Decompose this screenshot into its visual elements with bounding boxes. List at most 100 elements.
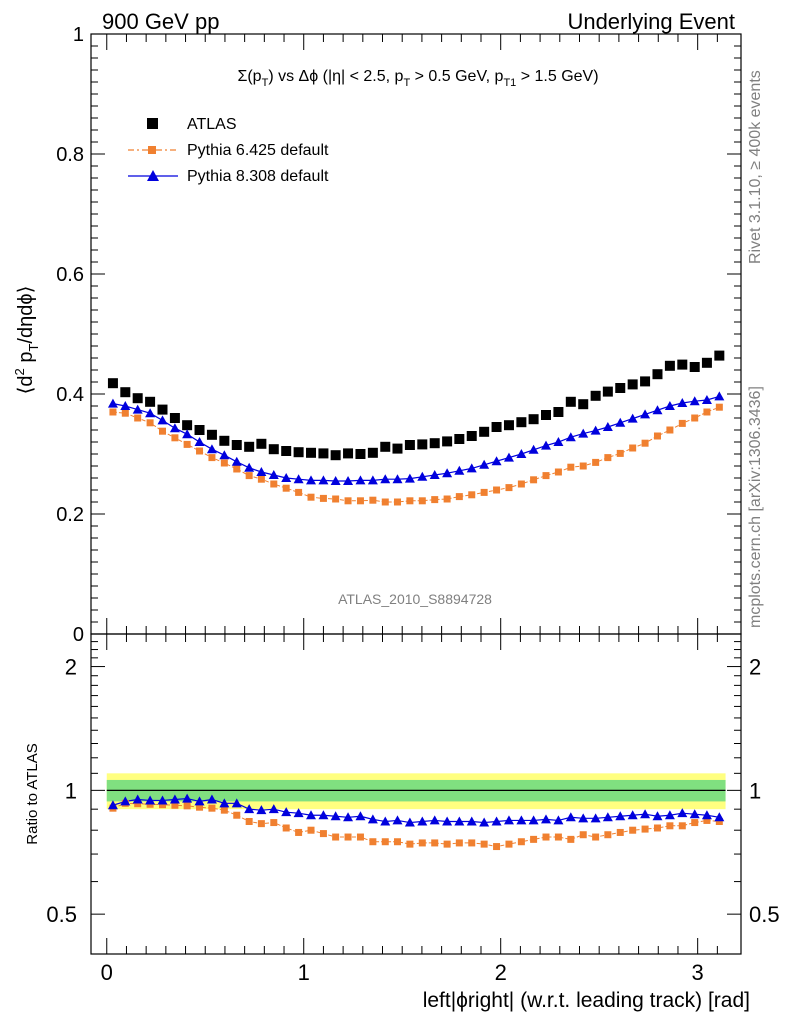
pythia6-point xyxy=(418,497,426,505)
ratio-pythia8-point xyxy=(219,798,230,808)
ratio-pythia6-point xyxy=(468,839,476,847)
series-line-pythia8 xyxy=(112,395,720,482)
ratio-pythia8-point xyxy=(380,816,391,826)
ratio-pythia6-point xyxy=(307,826,315,834)
ratio-pythia8-point xyxy=(404,817,415,827)
pythia6-point xyxy=(691,414,699,422)
ratio-pythia8-point xyxy=(157,795,168,805)
ratio-pythia6-point xyxy=(431,839,439,847)
atlas-point xyxy=(281,446,292,456)
ratio-y-tick-label-right: 1 xyxy=(749,778,761,803)
ratio-pythia6-point xyxy=(171,801,179,809)
atlas-point xyxy=(194,425,205,435)
atlas-point xyxy=(107,378,118,389)
ratio-pythia8-point xyxy=(244,804,255,814)
pythia6-point xyxy=(443,495,451,503)
ratio-pythia8-point xyxy=(528,815,539,825)
atlas-point xyxy=(182,420,193,431)
pythia8-point xyxy=(343,476,354,485)
x-tick-label: 1 xyxy=(298,960,310,985)
atlas-point xyxy=(367,447,378,458)
pythia8-point xyxy=(145,408,156,418)
pythia6-point xyxy=(121,409,129,417)
pythia8-point xyxy=(182,429,193,439)
ratio-pythia6-point xyxy=(393,838,401,846)
pythia8-point xyxy=(231,456,242,466)
pythia8-point xyxy=(107,398,118,408)
ratio-panel: 0.5 0.5 1 1 2 2 0 1 2 3 Ratio to ATLAS left|ϕrig… xyxy=(24,34,780,1012)
ratio-pythia6-point xyxy=(517,838,525,846)
ratio-pythia6-point xyxy=(455,839,463,847)
atlas-point xyxy=(454,434,465,444)
ratio-pythia6-point xyxy=(220,806,228,814)
ratio-pythia6-point xyxy=(257,820,265,828)
x-axis-label: left|ϕright| (w.r.t. leading track) [rad… xyxy=(423,989,750,1012)
atlas-point xyxy=(380,441,391,452)
pythia8-point xyxy=(503,452,514,462)
ratio-pythia6-point xyxy=(381,838,389,846)
atlas-point xyxy=(640,376,651,387)
pythia8-point xyxy=(602,422,613,431)
ratio-pythia6-point xyxy=(233,811,241,819)
atlas-point xyxy=(343,448,354,459)
pythia6-point xyxy=(604,454,612,462)
ratio-pythia6-point xyxy=(604,831,612,839)
pythia6-point xyxy=(666,426,674,434)
atlas-point xyxy=(664,360,675,371)
atlas-point xyxy=(219,435,230,446)
x-axis: 0 1 2 3 xyxy=(101,34,718,985)
ratio-pythia6-point xyxy=(542,833,550,841)
ratio-y-label: Ratio to ATLAS xyxy=(24,743,41,844)
pythia6-point xyxy=(245,472,253,480)
ratio-pythia6-point xyxy=(703,816,711,824)
pythia8-point xyxy=(404,473,415,483)
ratio-pythia6-point xyxy=(641,825,649,833)
atlas-point xyxy=(404,440,415,450)
pythia8-point xyxy=(306,475,317,485)
pythia8-point xyxy=(701,395,712,404)
main-panel: 0 0.2 0.4 0.6 0.8 1 Σ(pT) vs Δϕ (|η| < 2.5, p… xyxy=(12,24,742,646)
pythia6-point xyxy=(554,468,562,476)
ratio-pythia8-point xyxy=(602,812,613,822)
ratio-pythia8-point xyxy=(503,815,514,825)
pythia6-point xyxy=(480,488,488,496)
pythia8-point xyxy=(281,473,292,482)
atlas-point xyxy=(120,387,131,398)
ratio-pythia8-point xyxy=(627,810,638,820)
atlas-point xyxy=(701,357,712,368)
ratio-pythia8-point xyxy=(343,812,354,822)
ratio-pythia8-point xyxy=(652,811,663,821)
ratio-y-tick-label: 0.5 xyxy=(46,902,77,927)
atlas-point xyxy=(565,396,576,407)
pythia6-point xyxy=(319,494,327,502)
atlas-point xyxy=(578,399,589,410)
legend-marker-pythia8 xyxy=(147,170,159,181)
ratio-pythia8-point xyxy=(664,810,675,820)
pythia8-point xyxy=(442,468,453,478)
ratio-pythia6-point xyxy=(282,824,290,832)
pythia8-point xyxy=(169,423,180,433)
ratio-pythia6-point xyxy=(480,840,488,848)
pythia6-point xyxy=(517,480,525,488)
pythia6-point xyxy=(270,480,278,488)
ratio-pythia8-point xyxy=(491,816,502,826)
main-y-label: ⟨d2 pT/dηdϕ⟩ xyxy=(12,286,41,395)
ratio-pythia8-point xyxy=(516,815,527,825)
pythia8-point xyxy=(516,449,527,458)
ratio-pythia6-point xyxy=(270,819,278,827)
ratio-pythia6-point xyxy=(295,828,303,836)
pythia8-point xyxy=(367,475,378,485)
x-tick-label: 0 xyxy=(101,960,113,985)
ratio-frame xyxy=(90,633,742,955)
pythia6-point xyxy=(567,463,575,471)
y-tick-label: 0 xyxy=(73,624,84,646)
pythia8-point xyxy=(466,463,477,473)
atlas-point xyxy=(132,393,143,404)
ratio-pythia6-point xyxy=(319,830,327,838)
ratio-pythia8-point xyxy=(454,816,465,826)
atlas-point xyxy=(503,420,514,431)
ratio-pythia8-point xyxy=(479,817,490,827)
legend-marker-pythia6 xyxy=(148,146,156,154)
pythia6-point xyxy=(257,475,265,483)
pythia8-point xyxy=(677,398,688,407)
